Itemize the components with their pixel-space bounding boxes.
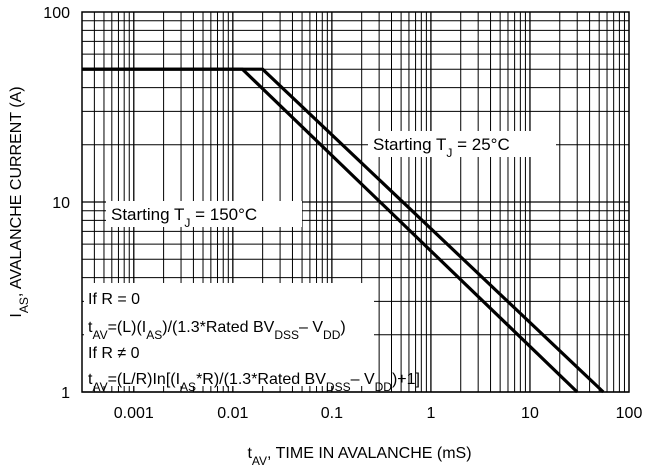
annotation-text: t <box>88 319 93 336</box>
x-axis-label-main: t <box>247 445 252 462</box>
plot-series <box>82 67 605 394</box>
annotation-subscript: DSS <box>326 380 351 394</box>
annotation-subscript: DD <box>323 328 341 342</box>
x-tick-label: 10 <box>521 405 539 422</box>
annotation-text: *R)/(1.3*Rated BV <box>196 371 326 388</box>
annotation-text: ) <box>340 319 345 336</box>
annotation-background <box>84 283 374 386</box>
annotation-text: If R = 0 <box>88 291 140 308</box>
x-tick-label: 1 <box>426 405 435 422</box>
annotation-subscript: AV <box>92 328 107 342</box>
annotation-text: t <box>88 371 93 388</box>
series-line-tj-150c <box>82 67 579 394</box>
series-label-suffix: = 25°C <box>452 135 509 154</box>
y-axis-label: IAS, AVALANCHE CURRENT (A) <box>8 86 31 317</box>
x-tick-label: 0.1 <box>321 405 343 422</box>
y-axis-label-subscript: AS <box>17 297 31 313</box>
series-label-prefix: Starting T <box>111 205 184 224</box>
x-tick-label: 0.001 <box>114 405 154 422</box>
series-label-prefix: Starting T <box>373 135 446 154</box>
annotation-subscript: AV <box>92 380 107 394</box>
annotation-subscript: DSS <box>274 328 299 342</box>
x-axis-label-rest: , TIME IN AVALANCHE (mS) <box>267 445 471 462</box>
y-axis-label-main: I <box>8 313 25 317</box>
series-label-background <box>106 201 302 227</box>
annotation-subscript: AS <box>146 328 162 342</box>
y-tick-label: 1 <box>61 385 70 402</box>
plot-frame <box>81 11 630 393</box>
x-axis-label-subscript: AV <box>252 454 267 468</box>
series-label-tj-25c: Starting TJ = 25°C <box>373 135 510 160</box>
x-axis-label: tAV, TIME IN AVALANCHE (mS) <box>247 445 471 468</box>
annotation-text: =(L)(I <box>108 319 147 336</box>
y-axis-label-rest: , AVALANCHE CURRENT (A) <box>8 86 25 297</box>
x-tick-label: 0.01 <box>217 405 248 422</box>
series-label-subscript: J <box>184 216 190 230</box>
annotation-text: – V <box>351 371 375 388</box>
x-tick-label: 100 <box>616 405 643 422</box>
series-label-suffix: = 150°C <box>190 205 257 224</box>
y-tick-label: 10 <box>52 195 70 212</box>
series-label-tj-150c: Starting TJ = 150°C <box>111 205 257 230</box>
annotation-text: – V <box>299 319 323 336</box>
annotation-subscript: DD <box>375 380 393 394</box>
annotation-text: )+1] <box>392 371 420 388</box>
annotation-line: tAV=(L/R)In[(IAS*R)/(1.3*Rated BVDSS– VD… <box>88 371 420 394</box>
annotation-subscript: AS <box>180 380 196 394</box>
annotation-line: tAV=(L)(IAS)/(1.3*Rated BVDSS– VDD) <box>88 319 346 342</box>
series-label-subscript: J <box>446 146 452 160</box>
annotation-text: If R ≠ 0 <box>88 345 140 362</box>
annotation-text: )/(1.3*Rated BV <box>162 319 274 336</box>
y-tick-label: 100 <box>43 5 70 22</box>
series-label-background <box>368 131 556 157</box>
annotation-text: =(L/R)In[(I <box>108 371 180 388</box>
annotation-line: If R = 0 <box>88 291 140 308</box>
annotation-line: If R ≠ 0 <box>88 345 140 362</box>
